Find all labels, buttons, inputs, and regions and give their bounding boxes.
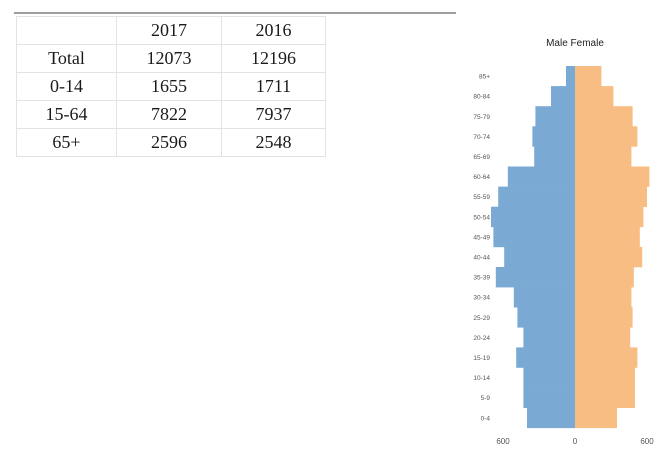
bar-female-5-9	[575, 387, 635, 408]
bar-male-60-64	[507, 166, 575, 187]
row-label: Total	[16, 44, 117, 73]
y-tick-label: 25-29	[473, 315, 490, 322]
table-header-2017: 2017	[116, 16, 222, 45]
bar-female-25-29	[575, 307, 633, 328]
y-tick-label: 75-79	[473, 114, 490, 121]
y-tick-label: 10-14	[473, 375, 490, 382]
y-tick-label: 60-64	[473, 174, 490, 181]
y-tick-label: 30-34	[473, 295, 490, 302]
table-header-2016: 2016	[221, 16, 326, 45]
bar-male-15-19	[516, 347, 575, 368]
bar-female-10-14	[575, 367, 635, 388]
bar-male-25-29	[517, 307, 575, 328]
bar-female-55-59	[575, 186, 647, 207]
bar-male-35-39	[495, 267, 575, 288]
cell-2016: 12196	[221, 44, 326, 73]
table-extra-cell	[325, 128, 326, 157]
table-extra-cell	[325, 44, 326, 73]
bar-female-50-54	[575, 206, 644, 228]
y-tick-label: 40-44	[473, 254, 490, 261]
cell-2017: 2596	[116, 128, 222, 157]
bar-female-30-34	[575, 287, 632, 308]
bar-male-0-4	[527, 407, 575, 429]
bar-male-5-9	[523, 387, 575, 408]
bar-female-0-4	[575, 407, 617, 429]
bar-male-85+	[566, 66, 575, 87]
bar-male-80-84	[551, 86, 575, 107]
bar-male-45-49	[493, 226, 575, 248]
row-label: 65+	[16, 128, 117, 157]
bar-male-20-24	[523, 327, 575, 348]
population-pyramid-chart: Male Female 85+ 80-84 75-79 70-74 65-69 60-64…	[462, 30, 656, 452]
bar-male-75-79	[535, 106, 575, 127]
y-tick-label: 65-69	[473, 154, 490, 161]
y-tick-label: 80-84	[473, 94, 490, 101]
row-label: 0-14	[16, 72, 117, 101]
bar-female-70-74	[575, 126, 638, 147]
y-tick-label: 5-9	[481, 395, 491, 402]
bar-female-65-69	[575, 146, 632, 167]
y-tick-labels: 85+ 80-84 75-79 70-74 65-69 60-64 55-59 50-54 45…	[473, 74, 490, 423]
y-tick-label: 20-24	[473, 335, 490, 342]
cell-2016: 2548	[221, 128, 326, 157]
table-header-row: 2017 2016	[16, 16, 326, 45]
cell-2017: 12073	[116, 44, 222, 73]
bar-female-35-39	[575, 267, 634, 288]
cell-2017: 7822	[116, 100, 222, 129]
bar-female-45-49	[575, 226, 640, 248]
y-tick-label: 55-59	[473, 194, 490, 201]
x-tick-label: 0	[573, 437, 578, 446]
y-tick-label: 85+	[479, 74, 490, 81]
row-label: 15-64	[16, 100, 117, 129]
bar-male-50-54	[491, 206, 575, 228]
table-row: 0-14 1655 1711	[16, 72, 326, 101]
table-extra-cell	[325, 100, 326, 129]
y-tick-label: 35-39	[473, 275, 490, 282]
table-extra-column	[325, 16, 326, 45]
bars-group	[491, 66, 650, 429]
bar-male-65-69	[534, 146, 575, 167]
bar-male-70-74	[532, 126, 575, 147]
table-row: 65+ 2596 2548	[16, 128, 326, 157]
bar-female-15-19	[575, 347, 638, 368]
table-extra-cell	[325, 72, 326, 101]
bar-male-30-34	[513, 287, 575, 308]
top-rule	[14, 12, 456, 14]
y-tick-label: 0-4	[481, 415, 491, 422]
population-table: 2017 2016 Total 12073 12196 0-14 1655 17…	[16, 16, 326, 157]
cell-2016: 1711	[221, 72, 326, 101]
cell-2016: 7937	[221, 100, 326, 129]
bar-male-40-44	[504, 246, 575, 268]
table-row: Total 12073 12196	[16, 44, 326, 73]
table-row: 15-64 7822 7937	[16, 100, 326, 129]
bar-male-10-14	[523, 367, 575, 388]
y-tick-label: 70-74	[473, 134, 490, 141]
pyramid-svg: Male Female 85+ 80-84 75-79 70-74 65-69 60-64…	[473, 38, 654, 446]
table-header-empty	[16, 16, 117, 45]
cell-2017: 1655	[116, 72, 222, 101]
bar-female-75-79	[575, 106, 633, 127]
bar-female-80-84	[575, 86, 614, 107]
x-tick-label: 600	[640, 437, 654, 446]
chart-title: Male Female	[546, 38, 604, 49]
bar-female-85+	[575, 66, 602, 87]
bar-female-60-64	[575, 166, 650, 187]
bar-male-55-59	[498, 186, 575, 207]
y-tick-label: 15-19	[473, 355, 490, 362]
y-tick-label: 45-49	[473, 234, 490, 241]
bar-female-20-24	[575, 327, 631, 348]
bar-female-40-44	[575, 246, 643, 268]
x-tick-label: 600	[496, 437, 510, 446]
y-tick-label: 50-54	[473, 214, 490, 221]
x-tick-labels: 600 0 600	[496, 437, 654, 446]
